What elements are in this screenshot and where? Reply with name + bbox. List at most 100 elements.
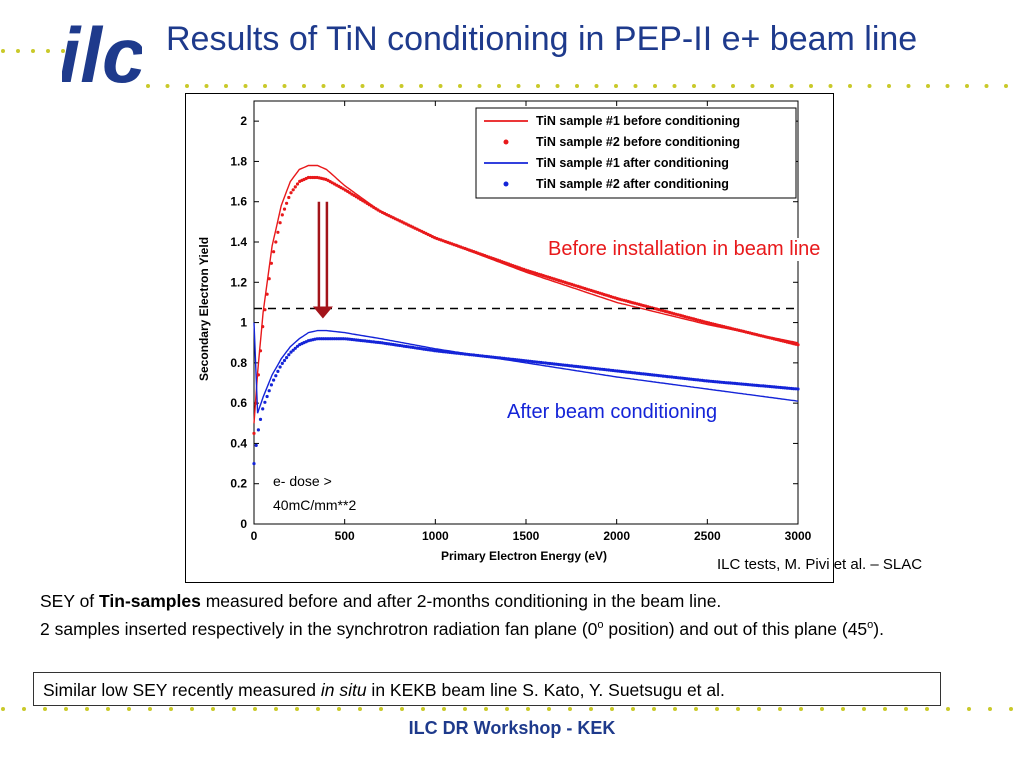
x-tick-label: 1500 [513, 529, 540, 543]
series-point [276, 369, 280, 373]
dot [731, 84, 735, 88]
dotted-divider-top-left [1, 49, 65, 53]
dot [204, 84, 209, 88]
annotation-before-installation: Before installation in beam line [546, 238, 823, 261]
dot [862, 707, 866, 711]
series-4 [252, 337, 800, 466]
description-paragraph: SEY of Tin-samples measured before and a… [40, 589, 1020, 641]
dot [750, 84, 755, 88]
dot [715, 707, 719, 711]
dot [516, 84, 521, 88]
y-tick-label: 1.6 [230, 195, 247, 209]
series-point [261, 407, 265, 411]
chart-frame: 0 500 1000 1500 2000 2500 3000 0 0.2 0.4 0.6 0.8 1 1.… [185, 93, 834, 583]
dot [463, 707, 467, 711]
y-tick-label: 0.4 [230, 436, 247, 450]
dot [358, 707, 362, 711]
series-point [272, 378, 276, 382]
x-tick-label: 3000 [785, 529, 812, 543]
series-point [322, 337, 326, 341]
dot [799, 707, 803, 711]
x-tick-label: 0 [251, 529, 258, 543]
series-point [256, 428, 260, 432]
series-point [796, 343, 800, 347]
y-tick-label: 0.2 [230, 477, 247, 491]
logo-text: ilc [62, 11, 142, 92]
dot [458, 84, 462, 88]
dot [757, 707, 761, 711]
dot [263, 84, 267, 88]
dot [867, 84, 872, 88]
series-point [295, 182, 300, 186]
legend-label: TiN sample #2 after conditioning [536, 177, 729, 191]
dot [672, 84, 677, 88]
dot [526, 707, 530, 711]
series-point [252, 462, 256, 466]
dot [711, 84, 716, 88]
dot [589, 707, 593, 711]
dot [828, 84, 833, 88]
dot [190, 707, 194, 711]
dot [316, 707, 320, 711]
dot [61, 49, 65, 53]
dot [946, 707, 950, 711]
series-point [324, 337, 328, 341]
series-1 [253, 164, 799, 424]
dot [224, 84, 228, 88]
dot [442, 707, 446, 711]
dotted-divider-bottom [1, 707, 1013, 711]
series-point [278, 365, 282, 369]
dose-label-line1: e- dose > [273, 473, 332, 489]
dot [653, 84, 657, 88]
description-line1: SEY of Tin-samples measured before and a… [40, 591, 722, 611]
dot [43, 707, 47, 711]
dot [22, 707, 26, 711]
dot [736, 707, 740, 711]
dot [484, 707, 488, 711]
dot [1004, 84, 1008, 88]
dot [46, 49, 50, 53]
dot [274, 707, 278, 711]
series-point [332, 337, 337, 341]
ilc-logo: ilc [62, 11, 142, 92]
dot [633, 84, 638, 88]
series-2 [252, 175, 800, 435]
series-point [295, 344, 300, 348]
series-point [280, 213, 284, 217]
dot [770, 84, 774, 88]
dot [341, 84, 345, 88]
series-point [267, 277, 271, 281]
y-tick-label: 1.4 [230, 235, 247, 249]
dot [16, 49, 20, 53]
dot [169, 707, 173, 711]
dot [926, 84, 930, 88]
chart-legend: TiN sample #1 before conditioning TiN sam… [475, 107, 797, 199]
annotation-after-conditioning: After beam conditioning [505, 401, 720, 424]
dot [848, 84, 852, 88]
series-point [293, 185, 297, 189]
x-tick-label: 500 [335, 529, 355, 543]
series-point [265, 394, 269, 399]
series-point [293, 346, 297, 350]
dot [243, 84, 248, 88]
dot [253, 707, 257, 711]
dot [1009, 707, 1013, 711]
series-point [267, 389, 271, 393]
dot [965, 84, 969, 88]
series-point [256, 373, 260, 377]
series-point [306, 175, 310, 180]
dot [1, 49, 5, 53]
series-point [269, 383, 273, 387]
dot [778, 707, 782, 711]
legend-label: TiN sample #1 before conditioning [536, 114, 740, 128]
dot [31, 49, 35, 53]
dot [419, 84, 423, 88]
series-point [252, 431, 256, 435]
dot [789, 84, 794, 88]
sey-chart: 0 500 1000 1500 2000 2500 3000 0 0.2 0.4 0.6 0.8 1 1.… [197, 100, 812, 563]
dot [925, 707, 929, 711]
dot [127, 707, 131, 711]
dot [321, 84, 326, 88]
series-point [291, 348, 295, 352]
y-tick-label: 1.8 [230, 154, 247, 168]
